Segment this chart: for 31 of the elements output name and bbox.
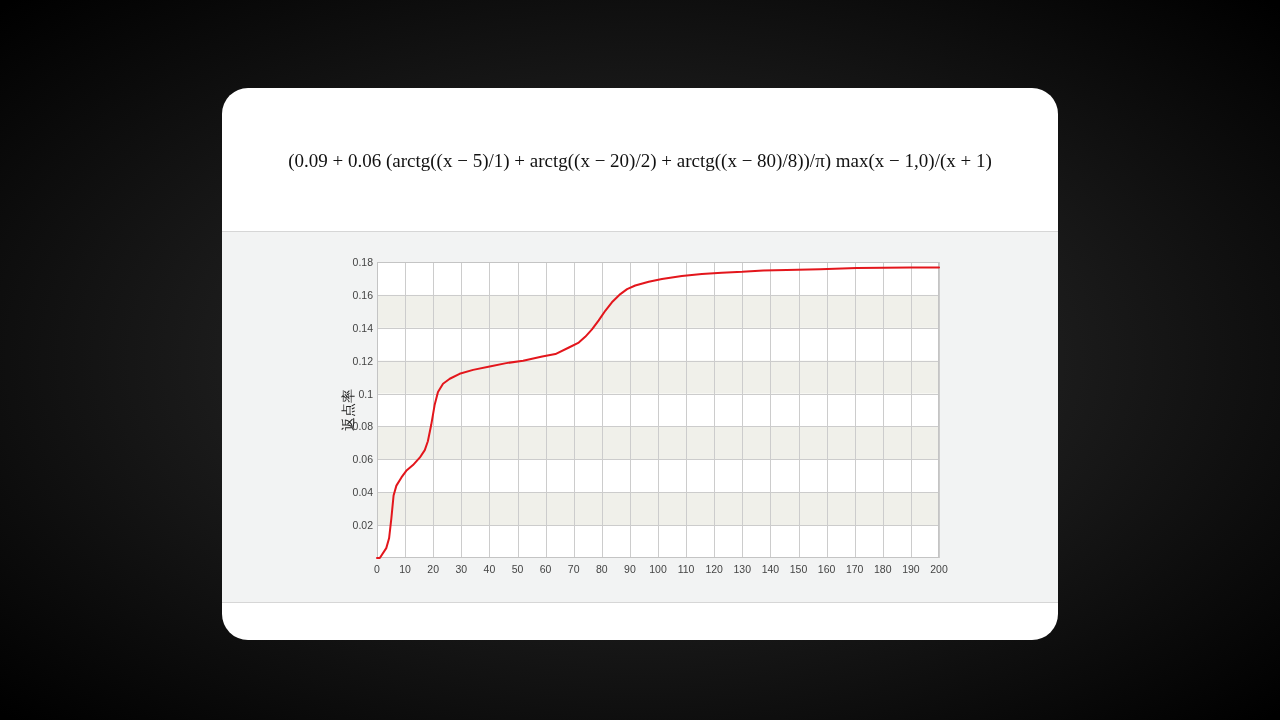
line-series — [376, 266, 940, 559]
x-tick-label: 120 — [705, 563, 724, 575]
y-tick-label: 0.18 — [352, 256, 374, 268]
y-tick-label: 0.1 — [358, 387, 374, 400]
y-tick-label: 0.16 — [352, 288, 374, 301]
x-tick-label: 160 — [817, 563, 836, 575]
x-tick-label: 30 — [455, 563, 468, 575]
x-tick-label: 60 — [539, 563, 552, 575]
x-tick-label: 110 — [677, 563, 695, 575]
y-tick-label: 0.14 — [352, 321, 374, 334]
x-tick-label: 90 — [624, 563, 636, 575]
y-tick-label: 0.12 — [352, 354, 374, 367]
x-tick-label: 180 — [874, 563, 892, 575]
x-tick-label: 80 — [595, 563, 608, 575]
y-tick-label: 0.06 — [352, 453, 374, 466]
x-tick-label: 10 — [399, 563, 412, 575]
x-tick-label: 200 — [930, 563, 948, 575]
x-tick-label: 20 — [427, 563, 440, 575]
x-tick-label: 170 — [845, 563, 864, 575]
x-tick-label: 50 — [511, 563, 524, 575]
x-tick-label: 130 — [733, 563, 752, 575]
x-tick-label: 70 — [567, 563, 580, 575]
x-tick-label: 100 — [649, 563, 667, 575]
y-tick-label: 0.02 — [352, 519, 374, 532]
y-tick-label: 0.04 — [352, 486, 374, 499]
x-tick-label: 150 — [789, 563, 808, 575]
x-tick-label: 190 — [902, 563, 920, 575]
chart-title: (0.09 + 0.06 (arctg((x − 5)/1) + arctg((x − 20)/2) + arctg((x − 80)/8))/π) max(x − 1,0)/(x + 1) — [288, 149, 992, 172]
x-tick-label: 40 — [483, 563, 496, 575]
x-tick-label: 140 — [761, 563, 780, 575]
x-tick-label: 0 — [374, 563, 381, 575]
